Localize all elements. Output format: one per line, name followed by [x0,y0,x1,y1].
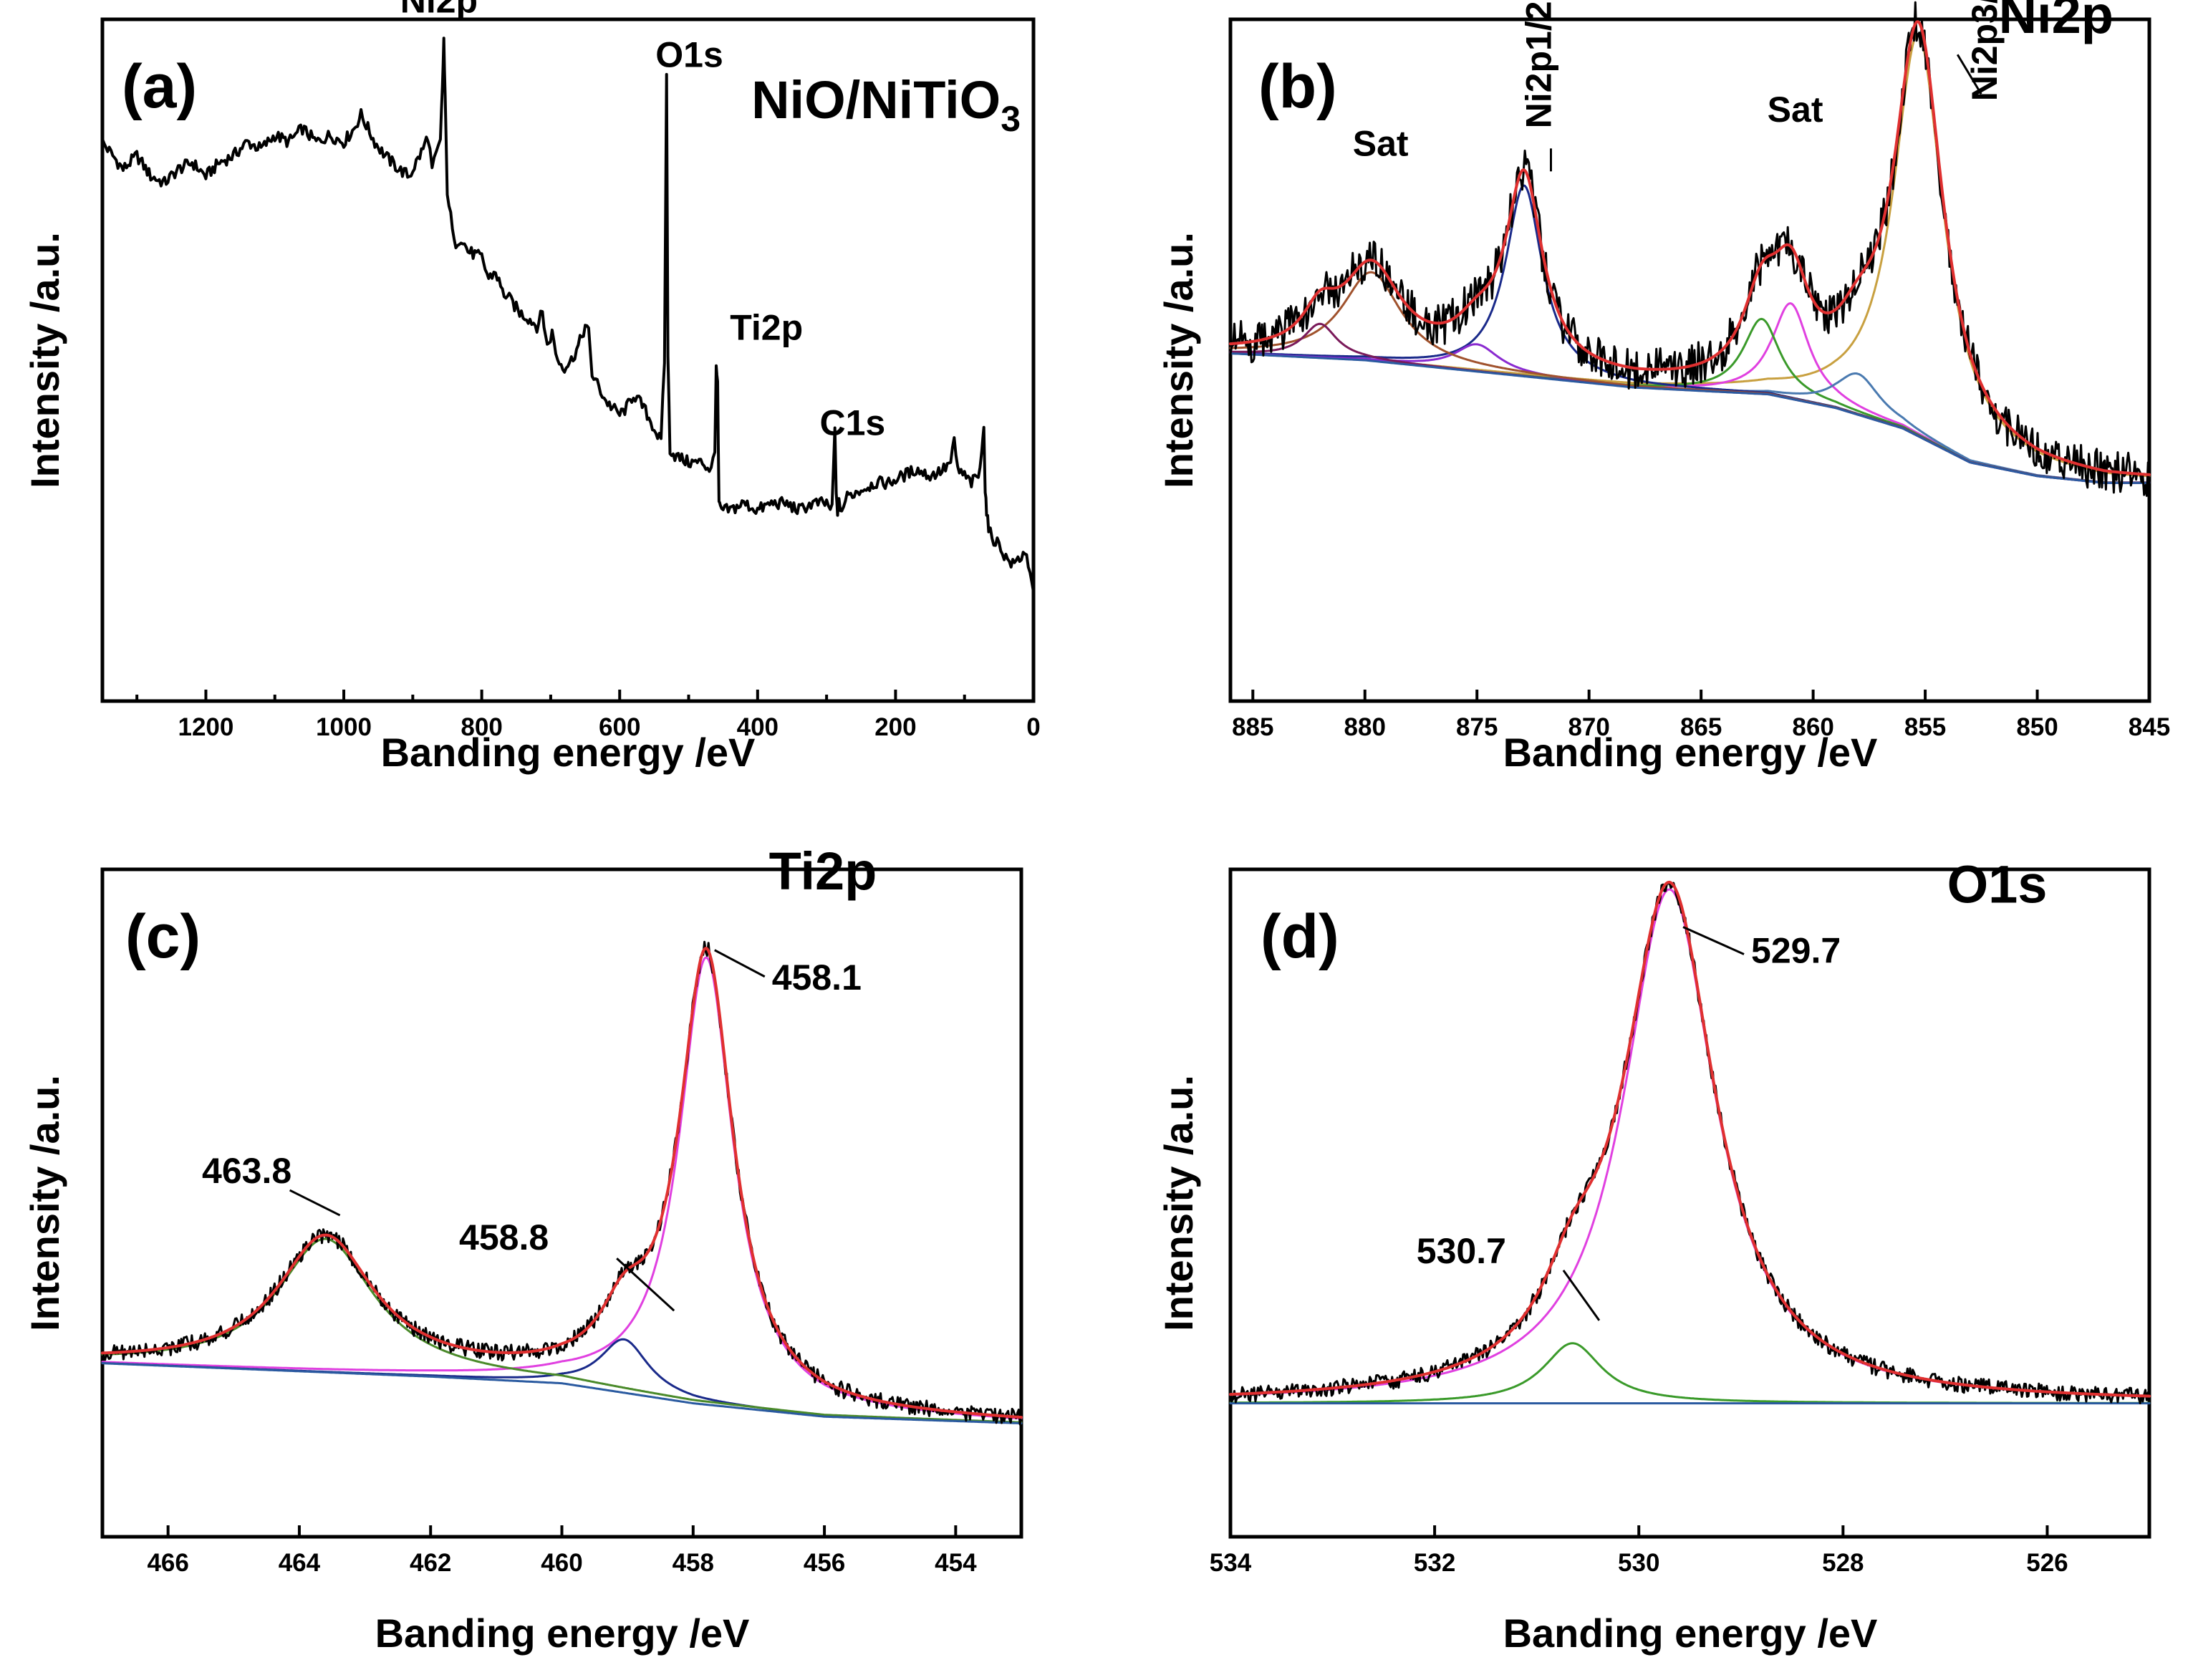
panel-a-frame [100,17,1036,703]
panel-b-xtick-label: 865 [1680,713,1722,741]
panel-d-xtick-label: 534 [1210,1549,1252,1577]
panel-c-raw-data [101,940,1023,1426]
panel-c-peak-458.8 [101,1338,1023,1424]
panel-d-raw-data [1229,882,2151,1404]
panel-b-xtick-label: 885 [1232,713,1273,741]
panel-a-xtick-label: 800 [461,713,502,741]
panel-a-xtick-label: 0 [1026,713,1040,741]
panel-d-peak-529.7 [1229,888,2151,1398]
panel-b-xtick-label: 850 [2016,713,2058,741]
panel-c-leader [289,1189,341,1217]
panel-c-annotation: 458.1 [772,957,862,998]
panel-b-background [1229,352,2151,484]
panel-c-title: Ti2p [769,841,877,901]
panel-a-xtick-label: 600 [599,713,640,741]
panel-c-annotation: 463.8 [202,1151,291,1191]
panel-b-raw-data [1229,1,2151,497]
panel-c-frame [100,867,1023,1539]
panel-c-peak-463.8 [101,1237,1023,1424]
panel-b-xtick-label: 880 [1344,713,1386,741]
panel-c-ylabel: Intensity /a.u. [22,1075,67,1331]
panel-c-xtick-label: 462 [410,1549,451,1577]
panel-d: 534 532 530 528 526 530.7 529.7 O1s (d) Bandin… [1156,855,2151,1656]
panel-b-annotation: Ni2p3/2 [1965,0,2005,101]
panel-a-ylabel: Intensity /a.u. [22,232,67,488]
panel-b-ylabel: Intensity /a.u. [1156,232,1201,488]
panel-c-xtick-label: 458 [673,1549,714,1577]
panel-c-xlabel: Banding energy /eV [375,1611,750,1656]
panel-d-label: (d) [1261,902,1339,971]
panel-b-annotation: Ni2p1/2 [1518,1,1558,128]
panel-a-xtick-label: 200 [874,713,916,741]
panel-d-peak-530.7 [1229,1342,2151,1404]
panel-b: 885 880 875 870 865 860 855 850 845 Sat Ni2p1/2 Sa… [1156,0,2170,775]
panel-d-ylabel: Intensity /a.u. [1156,1075,1201,1331]
panel-a-annotation: Ti2p [730,307,803,347]
panel-d-xtick-label: 530 [1618,1549,1659,1577]
panel-b-xtick-label: 860 [1792,713,1833,741]
panel-b-xtick-label: 845 [2129,713,2170,741]
panel-d-leader [1562,1270,1601,1321]
panel-d-frame [1228,867,2151,1539]
panel-b-xtick-label: 870 [1568,713,1609,741]
panel-a-xlabel: Banding energy /eV [381,730,756,775]
panel-a-series-survey [101,37,1035,594]
panel-b-peak-Ni2p1/2 [1229,184,2151,484]
panel-b-envelope [1229,20,2151,476]
panel-a: 1200 1000 800 600 400 200 0 Ni2p O1s Ti2p C1s (a)… [22,0,1041,775]
panel-c-xtick-label: 456 [804,1549,845,1577]
panel-d-xtick-label: 528 [1822,1549,1864,1577]
panel-b-peak-shoulder-882.0 [1229,322,2151,484]
panel-a-annotation: Ni2p [400,0,478,20]
panel-b-frame [1228,17,2151,703]
panel-b-xtick-label: 875 [1456,713,1498,741]
panel-d-xtick-label: 526 [2026,1549,2068,1577]
panel-c-leader [714,949,766,978]
panel-a-xtick-label: 1000 [316,713,372,741]
panel-a-xtick-label: 400 [737,713,779,741]
panel-d-leader [1682,926,1745,955]
panel-c-background [101,1362,1023,1425]
panel-d-title: O1s [1947,855,2048,914]
panel-d-xlabel: Banding energy /eV [1503,1611,1878,1656]
panel-a-annotation: O1s [655,35,723,75]
panel-b-annotation: Sat [1768,90,1823,130]
panel-d-annotation: 529.7 [1751,930,1841,970]
panel-a-annotation: C1s [819,403,885,443]
panel-b-peak-Sat-862.3 [1229,317,2151,484]
panel-b-annotation: Sat [1353,123,1409,163]
panel-b-xtick-label: 855 [1904,713,1946,741]
panel-b-peak-Sat-861.0 [1229,302,2151,484]
panel-c-label: (c) [125,902,201,971]
panel-a-title: NiO/NiTiO3 [751,70,1021,139]
panel-c: 466 464 462 460 458 456 454 463.8 458.8 458.1 Ti2… [22,841,1023,1656]
panel-d-xtick-label: 532 [1414,1549,1455,1577]
panel-c-xtick-label: 454 [935,1549,977,1577]
panel-d-envelope [1229,880,2151,1398]
panel-c-annotation: 458.8 [459,1217,549,1257]
panel-a-label: (a) [122,52,197,121]
panel-a-xtick-label: 1200 [178,713,234,741]
panel-b-title: Ni2p [1999,0,2114,44]
panel-b-label: (b) [1258,52,1337,121]
panel-c-xtick-label: 464 [279,1549,321,1577]
panel-c-leader [616,1257,675,1312]
panel-b-leader [1956,54,1982,95]
panel-d-annotation: 530.7 [1417,1231,1506,1271]
panel-b-xlabel: Banding energy /eV [1503,730,1878,775]
panel-c-xtick-label: 466 [147,1549,188,1577]
panel-c-envelope [101,947,1023,1419]
panel-c-xtick-label: 460 [541,1549,582,1577]
